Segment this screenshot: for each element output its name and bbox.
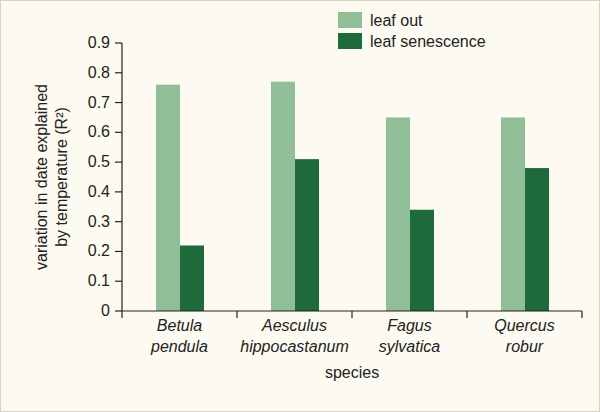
label-line: hippocastanum	[240, 338, 349, 355]
label-line: Fagus	[387, 317, 431, 334]
x-axis-label: species	[325, 364, 379, 381]
y-tick	[115, 221, 122, 222]
label-line: Betula	[157, 317, 202, 334]
y-tick-label: 0.3	[88, 213, 110, 230]
y-tick	[115, 310, 122, 311]
y-tick-label: 0.2	[88, 242, 110, 259]
y-tick	[115, 191, 122, 192]
y-tick-label: 0.7	[88, 94, 110, 111]
y-axis	[121, 43, 122, 311]
bar	[386, 117, 410, 311]
bar	[180, 245, 204, 311]
legend-label: leaf senescence	[370, 33, 486, 50]
y-axis-label: variation in date explainedby temperatur…	[33, 84, 70, 270]
bar	[410, 210, 434, 311]
y-tick-label: 0	[101, 302, 110, 319]
x-separator	[236, 311, 237, 318]
y-tick	[115, 132, 122, 133]
y-tick-label: 0.8	[88, 64, 110, 81]
y-tick	[115, 72, 122, 73]
x-tick-label: Aesculus hippocastanum	[240, 317, 349, 355]
y-tick-label: 0.9	[88, 34, 110, 51]
label-line: variation in date explained	[33, 84, 50, 270]
x-separator	[121, 311, 122, 318]
label-line: robur	[506, 338, 544, 355]
label-line: by temperature (R²)	[53, 107, 70, 247]
label-line: Quercus	[494, 317, 554, 334]
y-tick-label: 0.4	[88, 183, 110, 200]
y-tick	[115, 102, 122, 103]
bar	[156, 85, 180, 311]
label-line: pendula	[150, 338, 208, 355]
bar	[525, 168, 549, 311]
y-tick	[115, 281, 122, 282]
y-tick-label: 0.1	[88, 272, 110, 289]
y-tick-label: 0.5	[88, 153, 110, 170]
label-line: sylvatica	[379, 338, 440, 355]
y-tick	[115, 162, 122, 163]
bars	[156, 82, 549, 311]
legend-swatch	[338, 33, 362, 49]
x-separator	[466, 311, 467, 318]
legend-label: leaf out	[370, 12, 423, 29]
x-tick-label: Fagus sylvatica	[379, 317, 440, 355]
chart: 0 0.1 0.2 0.3 0.4 0.5 0.6 0.7 0.8 0.9 Betula pendul…	[0, 0, 600, 412]
bar	[295, 159, 319, 311]
x-separator	[351, 311, 352, 318]
legend-swatch	[338, 12, 362, 28]
bar	[501, 117, 525, 311]
background	[1, 1, 600, 412]
x-tick-label: Quercus robur	[494, 317, 554, 355]
x-separator	[581, 311, 582, 318]
bar	[271, 82, 295, 311]
label-line: Aesculus	[261, 317, 327, 334]
x-tick-label: Betula pendula	[150, 317, 208, 355]
y-tick	[115, 42, 122, 43]
y-tick-label: 0.6	[88, 123, 110, 140]
y-tick	[115, 251, 122, 252]
